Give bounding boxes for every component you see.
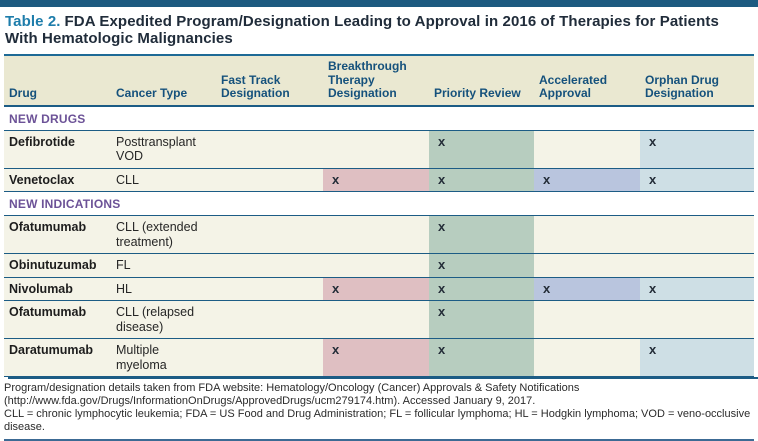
cancer-type: CLL (relapsed disease) xyxy=(116,305,195,334)
mark-cell-priority: x xyxy=(429,130,534,168)
drug-name: Defibrotide xyxy=(9,134,75,149)
mark-cell-fast_track xyxy=(216,339,323,376)
table-row: Obinutuzumab FL x xyxy=(4,254,754,278)
table-row: Ofatumumab CLL (relapsed disease) x xyxy=(4,301,754,339)
drug-name: Venetoclax xyxy=(9,172,75,187)
mark-cell-accelerated xyxy=(534,254,640,277)
mark-cell-accelerated: x xyxy=(534,168,640,191)
fda-designation-table: Drug Cancer Type Fast Track Designation Bre… xyxy=(4,54,758,379)
mark-cell-breakthrough: x xyxy=(323,339,429,376)
cancer-type: CLL xyxy=(116,172,139,187)
mark-cell-orphan: x xyxy=(640,168,754,191)
section-header: NEW DRUGS xyxy=(4,106,754,131)
section-header: NEW INDICATIONS xyxy=(4,192,754,216)
table-header-row: Drug Cancer Type Fast Track Designation Bre… xyxy=(4,54,754,107)
mark-cell-orphan: x xyxy=(640,130,754,168)
mark-cell-accelerated xyxy=(534,301,640,338)
mark-cell-fast_track xyxy=(216,278,323,301)
column-header-fast_track: Fast Track Designation xyxy=(221,72,290,100)
mark-cell-breakthrough xyxy=(323,254,429,277)
footnote-abbreviations: CLL = chronic lymphocytic leukemia; FDA … xyxy=(4,408,751,433)
mark-cell-breakthrough xyxy=(323,131,429,168)
cancer-type: CLL (extended treatment) xyxy=(116,220,198,249)
mark-cell-orphan xyxy=(640,216,754,253)
table-row: Ofatumumab CLL (extended treatment) x xyxy=(4,216,754,254)
mark-cell-orphan xyxy=(640,254,754,277)
drug-name: Ofatumumab xyxy=(9,220,87,234)
drug-name: Ofatumumab xyxy=(9,305,87,319)
mark-cell-breakthrough xyxy=(323,301,429,338)
mark-cell-fast_track xyxy=(216,301,323,338)
mark-cell-orphan xyxy=(640,301,754,338)
mark-cell-fast_track xyxy=(216,169,323,192)
top-accent-bar xyxy=(0,0,758,7)
table-title: Table 2. FDA Expedited Program/Designatio… xyxy=(0,7,758,54)
column-header-accelerated: Accelerated Approval xyxy=(539,72,608,100)
mark-cell-accelerated xyxy=(534,339,640,376)
table-row: Defibrotide Posttransplant VOD x x xyxy=(4,130,754,169)
table-row: Nivolumab HL x x x x xyxy=(4,277,754,301)
cancer-type: FL xyxy=(116,258,131,272)
mark-cell-priority: x xyxy=(429,254,534,277)
column-header-breakthrough: Breakthrough Therapy Designation xyxy=(328,59,407,100)
mark-cell-priority: x xyxy=(429,277,534,300)
mark-cell-fast_track xyxy=(216,216,323,253)
mark-cell-breakthrough: x xyxy=(323,277,429,300)
drug-name: Daratumumab xyxy=(9,343,94,357)
cancer-type: Multiple myeloma xyxy=(116,343,167,372)
mark-cell-priority: x xyxy=(429,216,534,253)
table-number-label: Table 2. xyxy=(5,13,61,30)
cancer-type: Posttransplant VOD xyxy=(116,134,196,164)
drug-name: Nivolumab xyxy=(9,281,73,296)
column-header-priority: Priority Review xyxy=(434,86,521,100)
mark-cell-accelerated: x xyxy=(534,277,640,300)
footnotes-divider xyxy=(8,377,758,379)
column-header-cancer_type: Cancer Type xyxy=(116,86,188,100)
mark-cell-breakthrough xyxy=(323,216,429,253)
drug-name: Obinutuzumab xyxy=(9,258,97,272)
column-header-drug: Drug xyxy=(9,86,37,100)
table-row: Venetoclax CLL x x x x xyxy=(4,168,754,192)
mark-cell-orphan: x xyxy=(640,339,754,376)
column-header-orphan: Orphan Drug Designation xyxy=(645,72,719,100)
footnotes: Program/designation details taken from F… xyxy=(0,379,758,434)
mark-cell-fast_track xyxy=(216,254,323,277)
footnote-source: Program/designation details taken from F… xyxy=(4,382,580,407)
mark-cell-accelerated xyxy=(534,216,640,253)
table-title-text: FDA Expedited Program/Designation Leadin… xyxy=(5,13,719,47)
table-body: NEW DRUGS Defibrotide Posttransplant VOD x x… xyxy=(4,106,754,377)
cancer-type: HL xyxy=(116,281,132,296)
mark-cell-priority: x xyxy=(429,168,534,191)
mark-cell-breakthrough: x xyxy=(323,168,429,191)
table-row: Daratumumab Multiple myeloma x x x xyxy=(4,339,754,377)
mark-cell-priority: x xyxy=(429,339,534,376)
mark-cell-priority: x xyxy=(429,301,534,338)
mark-cell-orphan: x xyxy=(640,277,754,300)
mark-cell-accelerated xyxy=(534,131,640,168)
mark-cell-fast_track xyxy=(216,131,323,168)
